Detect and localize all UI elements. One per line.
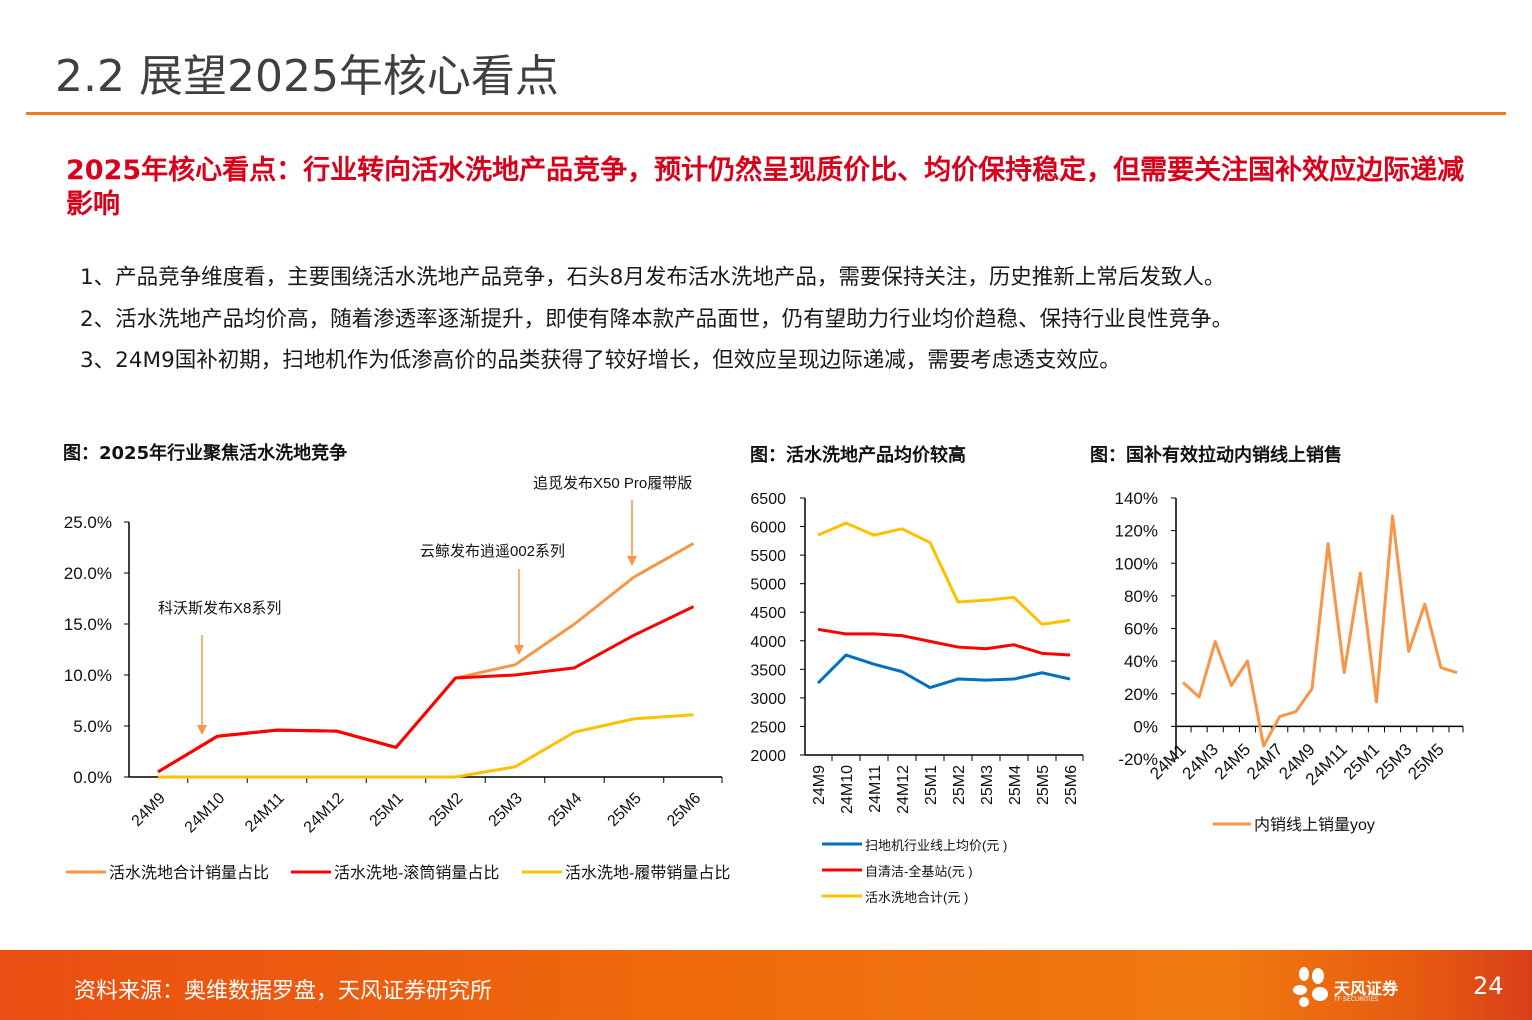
chart1-x-tick-label: 24M9: [129, 790, 169, 830]
chart1-series-line-1: [157, 542, 695, 774]
chart1-x-tick-label: 25M4: [545, 790, 585, 830]
chart2-y-tick-label: 3500: [750, 662, 786, 679]
charts-canvas: 0.0% 5.0% 10.0% 15.0% 20.0% 25.0% 24M9 24M10 24M…: [64, 475, 1464, 905]
chart1-legend-label: 活水洗地-滚筒销量占比: [334, 864, 499, 882]
chart2-y-tick-label: 6500: [750, 491, 786, 508]
chart2-x-tick-label: 25M1: [923, 765, 940, 805]
chart1-title: 图：2025年行业聚焦活水洗地竞争: [63, 443, 348, 464]
page-number: 24: [1473, 972, 1504, 1000]
chart1-x-tick-label: 25M6: [664, 790, 704, 830]
bullet-1: 1、产品竞争维度看，主要围绕活水洗地产品竞争，石头8月发布活水洗地产品，需要保持…: [80, 265, 1226, 290]
chart2-y-tick-label: 5000: [750, 577, 786, 594]
chart1-x-tick-label: 25M5: [605, 790, 645, 830]
chart2-y-tick-label: 4500: [750, 605, 786, 622]
chart1-series-line-2-overlay: [157, 677, 457, 774]
chart2-legend-label: 扫地机行业线上均价(元 ): [865, 838, 1007, 853]
chart3-x-tick-label: 25M3: [1372, 740, 1416, 784]
chart1-y-tick-label: 0.0%: [73, 768, 112, 787]
chart1-series-line-2: [157, 605, 695, 774]
page-title: 2.2 展望2025年核心看点: [55, 51, 559, 102]
chart2-x-tick-label: 25M2: [951, 765, 968, 805]
chart3-x-tick-label: 25M1: [1340, 740, 1384, 784]
chart1-y-tick-label: 15.0%: [64, 615, 112, 634]
chart3-y-tick-label: 120%: [1115, 522, 1158, 541]
chart2-x-tick-label: 24M10: [839, 765, 856, 814]
chart1-y-tick-label: 5.0%: [73, 717, 112, 736]
chart1-y-tick-label: 25.0%: [64, 513, 112, 532]
chart2-x-tick-label: 24M9: [811, 765, 828, 805]
chart1-legend-label: 活水洗地合计销量占比: [109, 864, 269, 882]
flower-logo-icon: [1293, 967, 1328, 1007]
annotation-arrowhead-icon: [197, 725, 207, 735]
chart3-y-tick-label: 140%: [1115, 489, 1158, 508]
chart1-legend-label: 活水洗地-履带销量占比: [565, 864, 730, 882]
chart3-y-tick-label: 80%: [1124, 587, 1158, 606]
chart2-y-tick-label: 3000: [750, 691, 786, 708]
annotation-arrowhead-icon: [627, 556, 637, 566]
chart2-x-tick-label: 25M5: [1035, 765, 1052, 805]
chart1-x-tick-label: 25M3: [486, 790, 526, 830]
annotation-arrowhead-icon: [514, 645, 524, 655]
logo-subtext: TF SECURITIES: [1334, 996, 1379, 1003]
chart2-x-tick-label: 24M11: [867, 765, 884, 813]
chart1-x-tick-label: 24M12: [301, 790, 348, 837]
chart2-legend-label: 自清洁-全基站(元 ): [865, 864, 973, 879]
chart3-x-tick-label: 24M3: [1179, 740, 1223, 784]
chart2-series-line-3: [817, 521, 1071, 626]
chart1-series-line-3: [158, 713, 694, 779]
chart2-title: 图：活水洗地产品均价较高: [750, 445, 966, 466]
chart1-x-tick-label: 25M1: [367, 790, 407, 830]
chart2-y-tick-label: 2000: [750, 748, 786, 765]
chart2-y-tick-label: 5500: [750, 548, 786, 565]
chart2-y-tick-label: 6000: [750, 520, 786, 537]
chart2-x-tick-label: 24M12: [895, 765, 912, 814]
chart2-y-tick-label: 2500: [750, 719, 786, 736]
title-divider: [26, 112, 1506, 115]
chart3-y-tick-label: 60%: [1124, 620, 1158, 639]
chart3-series-line-1: [1181, 514, 1458, 748]
source-note: 资料来源：奥维数据罗盘，天风证券研究所: [74, 979, 493, 1004]
chart2-y-tick-label: 4000: [750, 634, 786, 651]
headline: 2025年核心看点：行业转向活水洗地产品竞争，预计仍然呈现质价比、均价保持稳定，…: [66, 155, 1465, 220]
chart3-y-tick-label: -20%: [1118, 750, 1158, 769]
chart2-x-tick-label: 25M6: [1063, 765, 1080, 805]
footer-bar: [0, 950, 1532, 1020]
chart3-x-tick-label: 25M5: [1404, 740, 1448, 784]
annotation-label: 云鲸发布逍遥002系列: [420, 543, 565, 560]
bullet-2: 2、活水洗地产品均价高，随着渗透率逐渐提升，即使有降本款产品面世，仍有望助力行业…: [80, 307, 1234, 332]
chart2-legend-label: 活水洗地合计(元 ): [865, 890, 968, 905]
chart2-series-line-1: [816, 653, 1071, 690]
annotation-label: 科沃斯发布X8系列: [158, 600, 281, 617]
chart3-y-tick-label: 20%: [1124, 685, 1158, 704]
chart3-y-tick-label: 0%: [1133, 717, 1158, 736]
chart3-x-tick-label: 24M5: [1211, 740, 1255, 784]
chart2-series-line-2: [817, 627, 1071, 657]
chart3-y-tick-label: 100%: [1115, 554, 1158, 573]
chart1-y-tick-label: 20.0%: [64, 564, 112, 583]
chart3-y-tick-label: 40%: [1124, 652, 1158, 671]
chart1-y-tick-label: 10.0%: [64, 666, 112, 685]
chart2-x-tick-label: 25M4: [1007, 765, 1024, 805]
annotation-label: 追觅发布X50 Pro履带版: [533, 475, 692, 492]
bullet-3: 3、24M9国补初期，扫地机作为低渗高价的品类获得了较好增长，但效应呈现边际递减…: [80, 348, 1121, 373]
logo-text: 天风证券: [1334, 979, 1399, 998]
chart1-x-tick-label: 24M10: [182, 790, 229, 837]
chart1-x-tick-label: 25M2: [426, 790, 466, 830]
chart3-legend-label: 内销线上销量yoy: [1254, 816, 1375, 834]
chart1-x-tick-label: 24M11: [242, 790, 288, 836]
chart3-title: 图：国补有效拉动内销线上销售: [1090, 445, 1342, 466]
chart2-x-tick-label: 25M3: [979, 765, 996, 805]
